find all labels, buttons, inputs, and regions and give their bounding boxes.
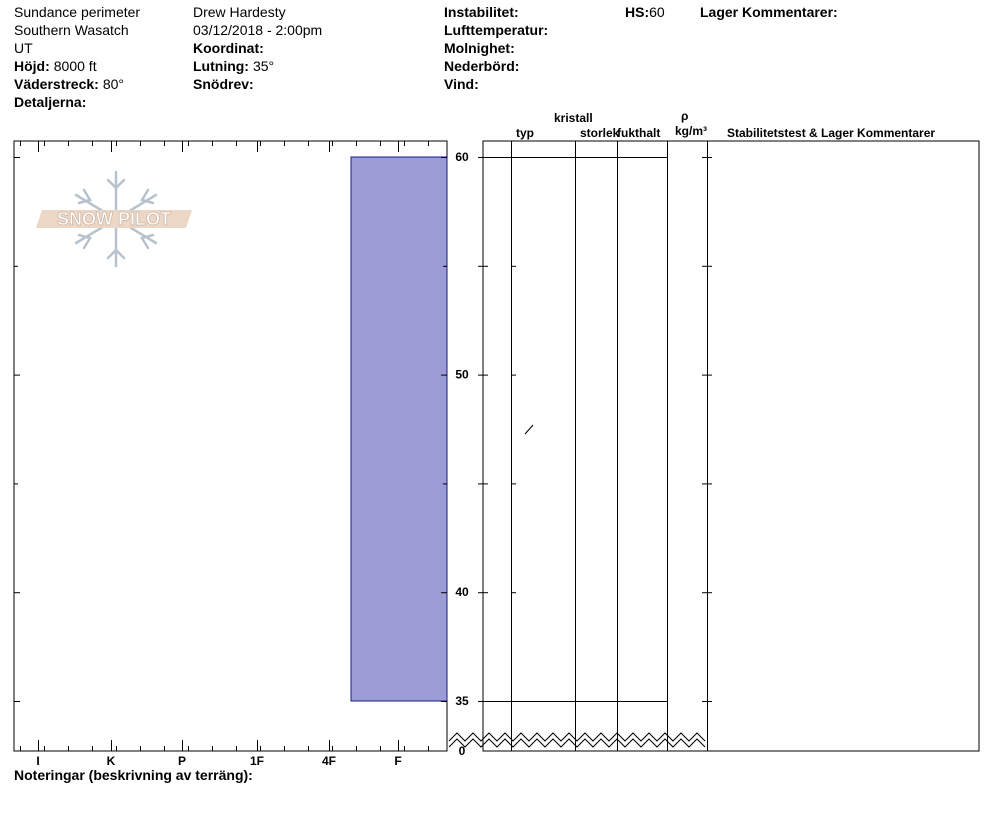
hardness-layer-bar <box>350 156 448 702</box>
details-label: Detaljerna: <box>14 94 87 110</box>
coordinate-label: Koordinat: <box>193 40 264 56</box>
hs-label: HS: <box>625 4 650 20</box>
column-panel-frame <box>482 140 980 752</box>
mountain-range: Southern Wasatch <box>14 22 129 38</box>
slope-label: Lutning: <box>193 58 249 74</box>
moisture-header: fukthalt <box>617 126 661 140</box>
state: UT <box>14 40 33 56</box>
elevation-label: Höjd: <box>14 58 50 74</box>
wind-label: Vind: <box>444 76 479 92</box>
air-temp-label: Lufttemperatur: <box>444 22 549 38</box>
axis-break-zigzag <box>448 732 706 742</box>
hs: HS:60 <box>625 3 665 21</box>
instability-label: Instabilitet: <box>444 4 519 20</box>
stability-header: Stabilitetstest & Lager Kommentarer <box>727 126 936 140</box>
depth-label: 60 <box>455 150 469 164</box>
datetime: 03/12/2018 - 2:00pm <box>193 22 323 38</box>
density-unit-header: kg/m³ <box>675 124 708 138</box>
hardness-label: K <box>107 754 116 768</box>
crystal-header: kristall <box>554 111 593 125</box>
hardness-label: I <box>36 754 39 768</box>
layer-comments-label: Lager Kommentarer: <box>700 4 838 20</box>
elevation: Höjd: 8000 ft <box>14 57 97 75</box>
aspect-value: 80° <box>102 76 124 92</box>
wind-loading-label: Snödrev: <box>193 76 254 92</box>
aspect: Väderstreck: 80° <box>14 75 124 93</box>
size-header: storlek <box>580 126 620 140</box>
elevation-value: 8000 ft <box>53 58 97 74</box>
depth-label: 0 <box>459 744 466 758</box>
notes-label: Noteringar (beskrivning av terräng): <box>14 767 253 783</box>
depth-label: 50 <box>455 368 469 382</box>
type-header: typ <box>516 126 534 140</box>
hs-value: 60 <box>649 4 665 20</box>
precip-label: Nederbörd: <box>444 58 520 74</box>
observer: Drew Hardesty <box>193 4 286 20</box>
location: Sundance perimeter <box>14 4 141 20</box>
axis-break-zigzag <box>448 738 706 748</box>
hardness-label: 1F <box>250 754 264 768</box>
depth-label: 40 <box>455 585 469 599</box>
clouds-label: Molnighet: <box>444 40 515 56</box>
logo-wordmark: SNOW PILOT <box>57 209 171 229</box>
rho-header: ρ <box>681 109 689 123</box>
hardness-label: F <box>394 754 401 768</box>
crystal-type-symbol <box>524 424 534 435</box>
slope-value: 35° <box>252 58 275 74</box>
aspect-label: Väderstreck: <box>14 76 99 92</box>
slope: Lutning: 35° <box>193 57 274 75</box>
depth-label: 35 <box>455 694 469 708</box>
hardness-label: P <box>178 754 186 768</box>
snowpilot-logo: SNOW PILOT <box>36 170 192 268</box>
hardness-label: 4F <box>322 754 336 768</box>
